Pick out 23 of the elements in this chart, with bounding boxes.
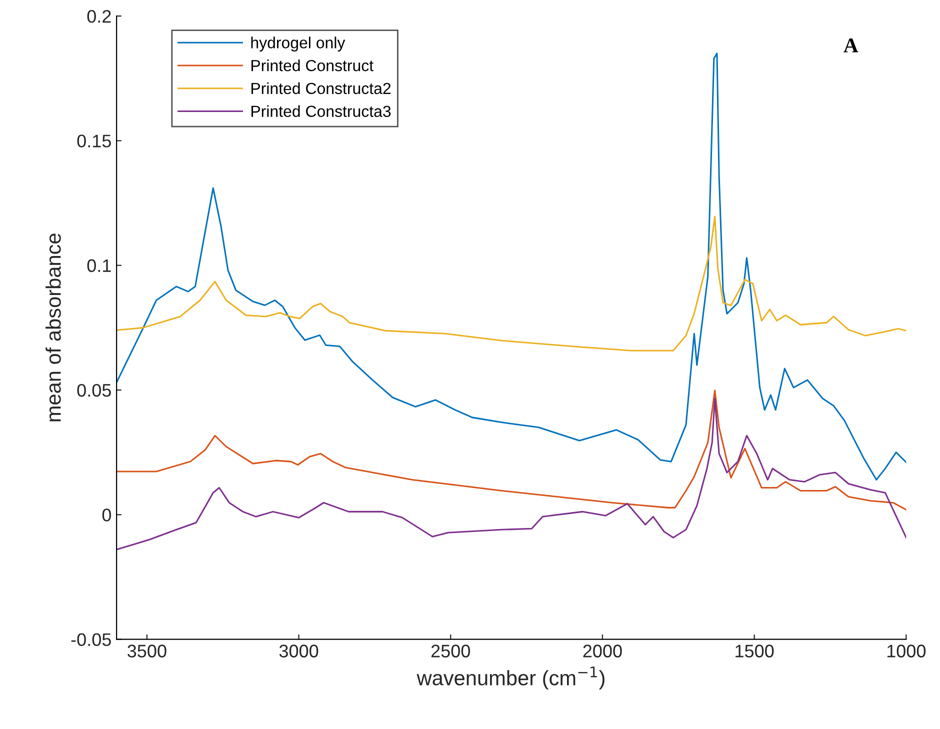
x-tick-label: 1000 (887, 644, 926, 658)
x-tick-label: 2500 (431, 644, 470, 658)
annotation: A (844, 38, 858, 52)
line-series (116, 216, 906, 352)
x-tick-label: 3500 (128, 644, 166, 658)
y-tick-label: 0.2 (87, 10, 111, 23)
x-tick-label: 3000 (279, 644, 318, 658)
y-tick-label: 0.1 (87, 259, 111, 272)
x-axis-title: wavenumber (cm$^{−1}$) (416, 666, 604, 690)
y-tick-label: -0.05 (71, 633, 111, 646)
legend-label: hydrogel only (251, 36, 346, 52)
legend-label: Printed Constructa2 (251, 82, 391, 94)
line-series (116, 390, 906, 510)
x-tick-label: 1500 (736, 644, 774, 658)
line-series (116, 52, 906, 481)
y-axis-title: mean of absorbance (46, 234, 61, 422)
x-tick-label: 2000 (583, 644, 622, 658)
y-tick-label: 0.05 (77, 384, 111, 397)
legend-label: Printed Constructa3 (251, 105, 391, 118)
y-tick-label: 0.15 (77, 134, 111, 148)
legend-label: Printed Construct (251, 60, 374, 72)
y-tick-label: 0 (102, 508, 111, 522)
line-series (116, 398, 906, 550)
